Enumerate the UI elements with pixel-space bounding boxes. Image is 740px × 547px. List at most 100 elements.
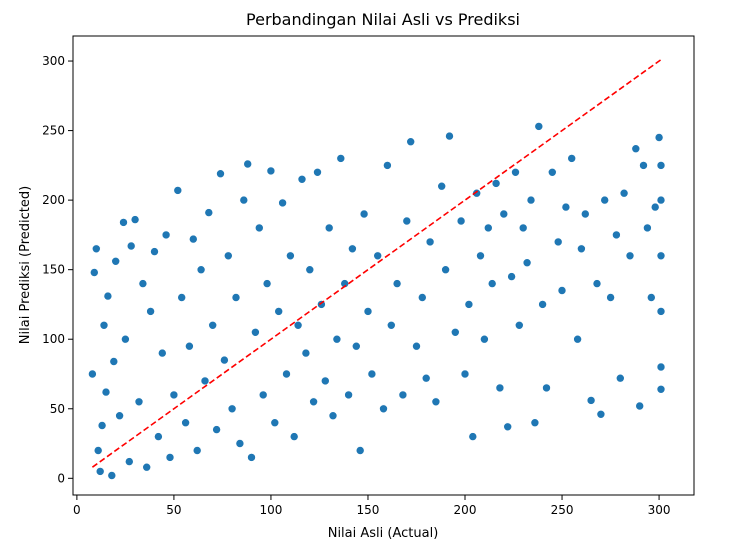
data-point: [189, 234, 198, 244]
y-tick-label: 300: [42, 54, 65, 68]
data-point: [235, 439, 245, 448]
x-tick-label: 100: [259, 503, 282, 517]
data-point: [282, 369, 291, 379]
data-point: [192, 446, 202, 455]
data-point: [606, 293, 615, 302]
data-point: [251, 327, 260, 337]
data-point: [379, 404, 388, 414]
data-point: [437, 181, 447, 191]
data-point: [138, 279, 148, 288]
data-point: [243, 159, 252, 169]
data-point: [586, 396, 596, 405]
x-tick-label: 300: [648, 503, 671, 517]
data-point: [101, 387, 111, 397]
data-point: [483, 223, 493, 233]
data-point: [412, 341, 421, 351]
data-point: [305, 265, 315, 275]
data-point: [258, 390, 268, 400]
data-point: [103, 291, 113, 301]
data-point: [154, 432, 163, 441]
data-point: [480, 334, 489, 344]
data-point: [181, 418, 190, 428]
data-point: [161, 230, 171, 240]
data-point: [650, 202, 660, 212]
data-point: [573, 334, 582, 344]
data-point: [612, 230, 621, 240]
data-point: [383, 161, 392, 170]
chart-title: Perbandingan Nilai Asli vs Prediksi: [246, 10, 520, 29]
data-point: [208, 320, 217, 330]
data-point: [196, 265, 206, 275]
data-point: [109, 357, 119, 366]
data-point: [247, 453, 256, 462]
x-tick-label: 150: [357, 503, 380, 517]
data-point: [635, 401, 645, 411]
data-point: [270, 418, 280, 428]
x-tick-label: 200: [454, 503, 477, 517]
y-tick-label: 250: [42, 124, 65, 138]
x-axis-label: Nilai Asli (Actual): [328, 526, 439, 541]
data-point: [169, 390, 179, 400]
data-point: [491, 179, 501, 188]
data-point: [278, 198, 287, 208]
data-point: [92, 244, 101, 254]
x-tick-label: 0: [73, 503, 81, 517]
data-point: [557, 286, 567, 295]
data-point: [472, 188, 482, 198]
data-point: [254, 223, 264, 233]
data-point: [95, 467, 105, 476]
data-point: [592, 279, 602, 288]
data-point: [656, 384, 666, 394]
data-point: [126, 241, 136, 251]
data-point: [514, 320, 524, 330]
data-point: [146, 307, 155, 316]
data-point: [231, 293, 241, 302]
data-point: [99, 320, 109, 330]
x-tick-label: 250: [551, 503, 574, 517]
data-point: [421, 373, 431, 383]
data-point: [97, 421, 107, 430]
data-point: [328, 411, 338, 421]
data-point: [125, 457, 134, 466]
data-point: [324, 223, 334, 233]
data-point: [266, 166, 276, 176]
data-point: [468, 432, 478, 441]
data-point: [165, 453, 175, 462]
data-point: [495, 383, 505, 393]
data-point: [406, 137, 416, 146]
y-tick-label: 200: [42, 193, 65, 207]
data-point: [158, 348, 167, 358]
data-point: [142, 462, 151, 472]
data-point: [456, 216, 466, 226]
data-point: [262, 279, 272, 288]
data-point: [656, 195, 666, 205]
data-point: [656, 362, 666, 372]
data-point: [297, 175, 307, 184]
y-axis-ticks: 0 50 100 150 200 250 300: [42, 54, 73, 485]
data-point: [656, 307, 666, 316]
data-point: [93, 446, 103, 455]
y-tick-label: 50: [50, 402, 65, 416]
data-point: [445, 131, 454, 141]
data-point: [88, 369, 97, 379]
data-point: [111, 256, 120, 266]
data-point: [185, 341, 194, 351]
data-point: [227, 404, 237, 414]
data-point: [367, 369, 377, 379]
plot-frame: [72, 35, 695, 496]
data-point: [567, 154, 577, 163]
data-point: [656, 251, 666, 261]
data-point: [499, 209, 509, 219]
data-point: [398, 390, 408, 400]
data-point: [348, 244, 357, 254]
data-point: [600, 195, 610, 205]
data-point: [460, 369, 470, 379]
data-point: [239, 195, 249, 205]
data-point: [90, 268, 99, 277]
data-point: [511, 168, 520, 177]
data-point: [220, 355, 229, 365]
data-point: [522, 258, 532, 268]
data-point: [654, 133, 664, 142]
y-tick-label: 0: [57, 471, 65, 485]
